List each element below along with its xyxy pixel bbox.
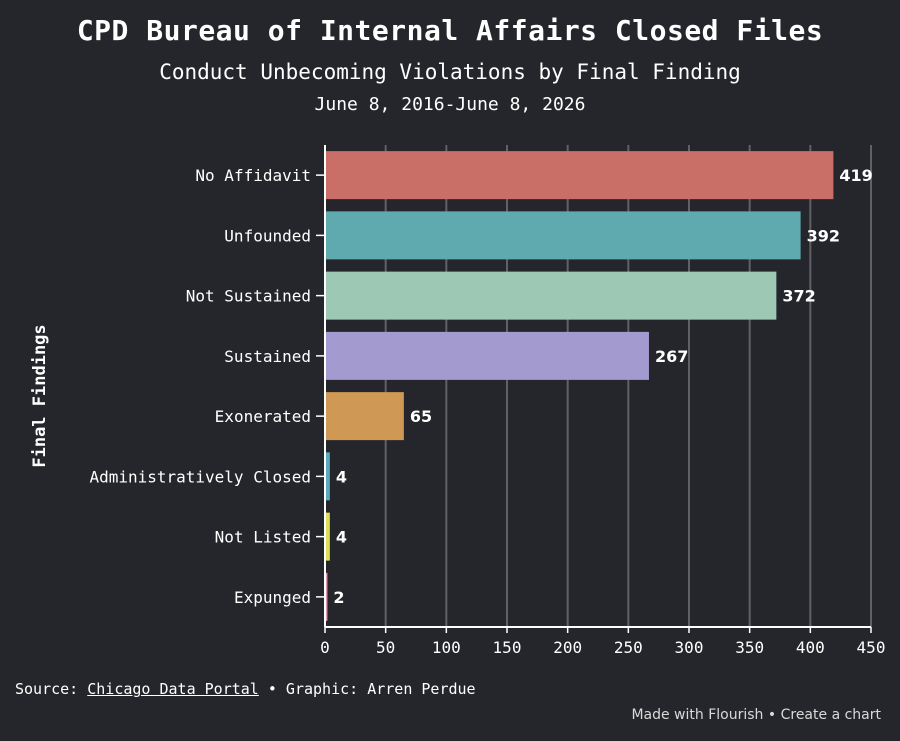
category-label: Expunged bbox=[234, 588, 311, 607]
x-tick-label: 200 bbox=[553, 638, 582, 657]
chart-title: CPD Bureau of Internal Affairs Closed Fi… bbox=[76, 14, 824, 47]
value-label: 392 bbox=[807, 226, 840, 245]
bar-sustained bbox=[325, 331, 649, 380]
value-label: 372 bbox=[782, 287, 815, 306]
category-label: Sustained bbox=[224, 347, 311, 366]
x-tick-label: 350 bbox=[735, 638, 764, 657]
x-tick-label: 50 bbox=[376, 638, 395, 657]
x-tick-label: 450 bbox=[857, 638, 886, 657]
bar-chart: 419 No Affidavit 392 Unfounded 372 Not Sustai… bbox=[30, 145, 886, 657]
flourish-separator: • bbox=[763, 707, 781, 723]
x-tick-label: 150 bbox=[493, 638, 522, 657]
x-tick-label: 100 bbox=[432, 638, 461, 657]
value-label: 4 bbox=[336, 528, 347, 547]
flourish-credit: Made with Flourish • Create a chart bbox=[631, 707, 881, 723]
category-label: Unfounded bbox=[224, 226, 311, 245]
x-tick-label: 400 bbox=[796, 638, 825, 657]
value-label: 65 bbox=[410, 407, 432, 426]
category-label: Not Sustained bbox=[186, 287, 311, 306]
source-link[interactable]: Chicago Data Portal bbox=[87, 680, 259, 698]
value-label: 4 bbox=[336, 467, 347, 486]
create-chart-link[interactable]: Create a chart bbox=[780, 707, 881, 723]
bar-no-affidavit bbox=[325, 151, 834, 200]
value-label: 267 bbox=[655, 347, 688, 366]
chart-date-range: June 8, 2016-June 8, 2026 bbox=[314, 94, 586, 115]
y-axis-title: Final Findings bbox=[30, 324, 50, 467]
made-with-flourish-link[interactable]: Made with Flourish bbox=[631, 707, 764, 723]
bar-expunged bbox=[325, 572, 328, 621]
source-prefix: Source: bbox=[15, 680, 88, 698]
bar-administratively-closed bbox=[325, 452, 330, 501]
source-credit: Source: Chicago Data Portal • Graphic: A… bbox=[15, 680, 476, 698]
bar-exonerated bbox=[325, 392, 404, 441]
category-label: Exonerated bbox=[215, 407, 311, 426]
chart-subtitle: Conduct Unbecoming Violations by Final F… bbox=[159, 60, 741, 84]
x-tick-label: 0 bbox=[320, 638, 330, 657]
bar-unfounded bbox=[325, 211, 801, 260]
x-tick-label: 300 bbox=[675, 638, 704, 657]
category-label: No Affidavit bbox=[195, 166, 311, 185]
bar-not-listed bbox=[325, 512, 330, 561]
bar-not-sustained bbox=[325, 271, 777, 320]
value-label: 419 bbox=[839, 166, 872, 185]
x-tick-label: 250 bbox=[614, 638, 643, 657]
category-label: Administratively Closed bbox=[89, 467, 311, 486]
graphic-credit: • Graphic: Arren Perdue bbox=[258, 680, 476, 698]
value-label: 2 bbox=[333, 588, 344, 607]
category-label: Not Listed bbox=[215, 528, 311, 547]
